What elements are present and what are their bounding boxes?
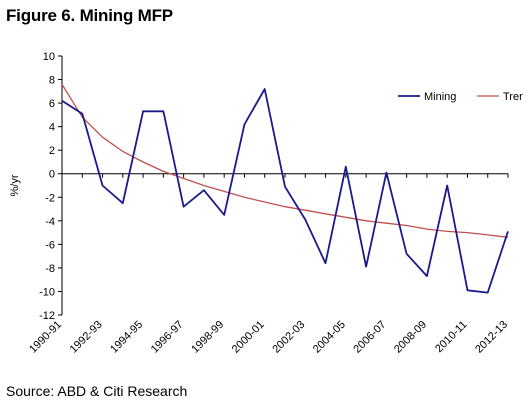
y-tick-label: 2 — [49, 145, 55, 157]
x-tick-label: 2006-07 — [351, 319, 388, 356]
x-tick-label: 1998-99 — [189, 319, 226, 356]
source-note: Source: ABD & Citi Research — [6, 383, 188, 399]
chart-title: Figure 6. Mining MFP — [6, 6, 173, 25]
y-tick-label: -12 — [39, 310, 55, 322]
x-tick-label: 1996-97 — [149, 319, 186, 356]
y-tick-label: -4 — [45, 216, 55, 228]
y-tick-label: 10 — [43, 51, 55, 63]
x-tick-label: 2002-03 — [270, 319, 307, 356]
y-tick-label: 0 — [49, 169, 55, 181]
y-tick-label: -10 — [39, 286, 55, 298]
y-tick-label: 8 — [49, 75, 55, 87]
legend: Mining Trend — [398, 91, 523, 103]
x-tick-label: 1994-95 — [108, 319, 145, 356]
y-tick-label: -6 — [45, 239, 55, 251]
y-tick-label: 6 — [49, 98, 55, 110]
series-line-mining — [61, 88, 509, 294]
y-tick-label: -8 — [45, 263, 55, 275]
y-tick-label: -2 — [45, 192, 55, 204]
series-line-trend — [61, 83, 509, 238]
x-axis-ticks: 1990-91 1992-93 1994-95 1996-97 1998-99 2000-… — [27, 173, 510, 356]
y-tick-label: 4 — [49, 122, 55, 134]
x-tick-label: 2000-01 — [230, 319, 267, 356]
x-tick-label: 1990-91 — [27, 319, 64, 356]
legend-label-trend: Trend — [503, 91, 523, 103]
y-axis-label: %/yr — [9, 174, 21, 196]
x-tick-label: 2008-09 — [392, 319, 429, 356]
x-tick-label: 2010-11 — [433, 319, 469, 355]
legend-label-mining: Mining — [424, 91, 456, 103]
x-tick-label: 2004-05 — [311, 319, 348, 356]
y-axis-ticks: 10 8 6 4 2 0 -2 -4 -6 -8 -10 -12 — [39, 51, 62, 322]
x-tick-label: 2012-13 — [473, 319, 510, 356]
series-lines — [61, 83, 509, 294]
x-tick-label: 1992-93 — [68, 319, 105, 356]
